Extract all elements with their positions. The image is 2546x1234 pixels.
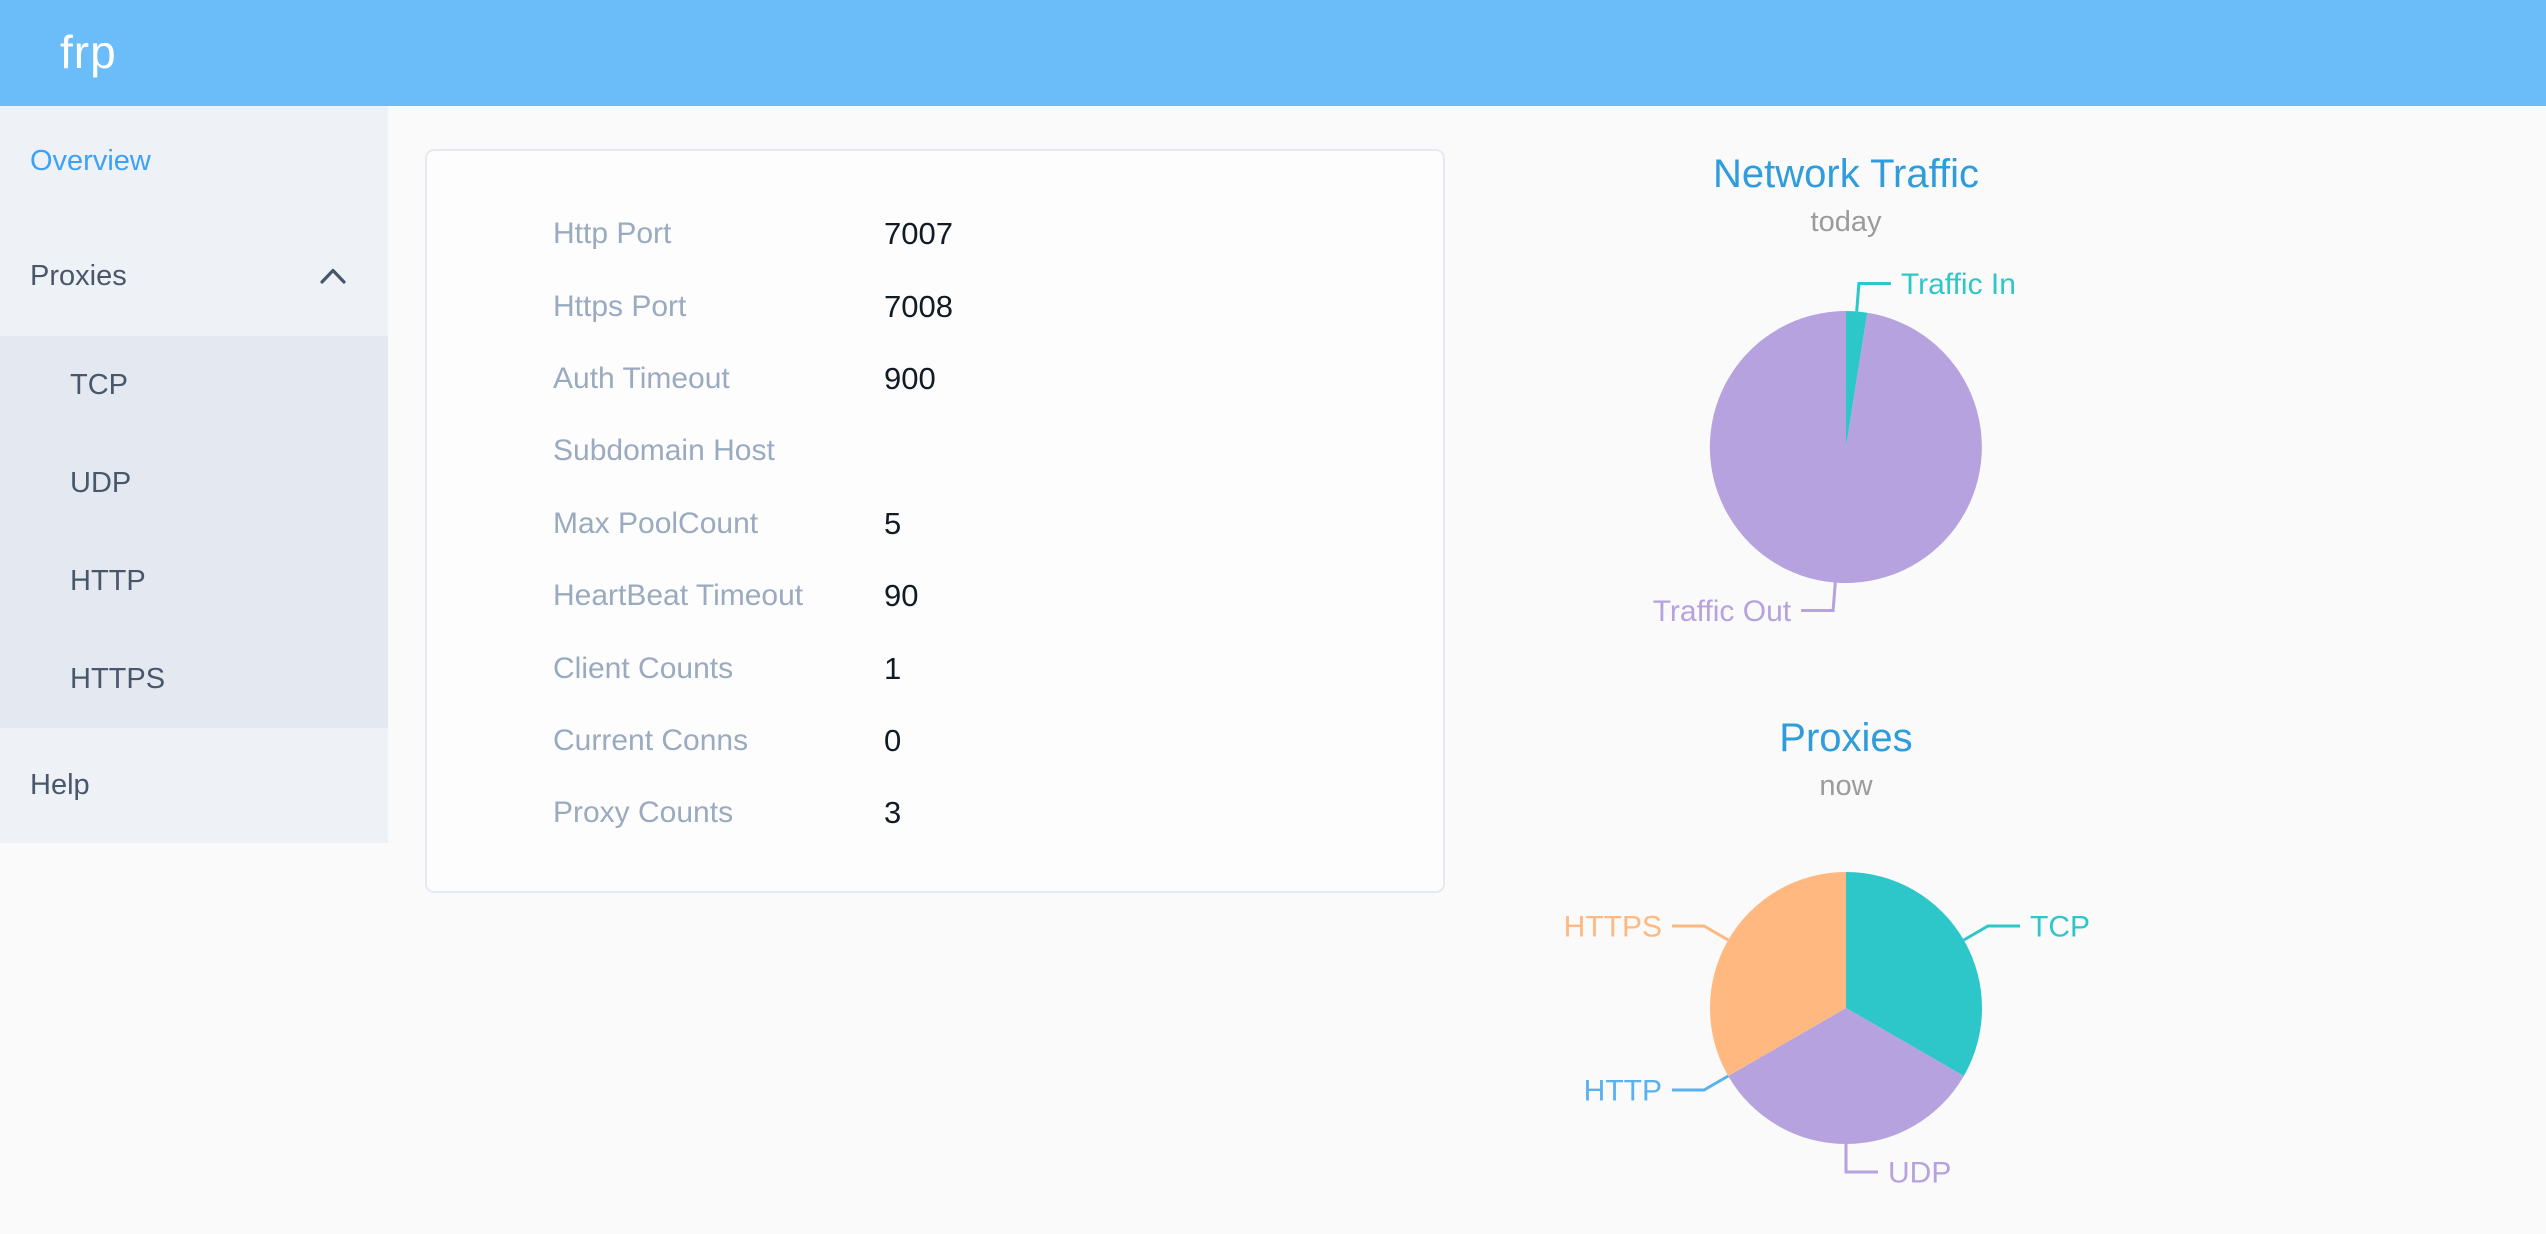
server-info-card: Http Port 7007 Https Port 7008 Auth Time… [425,149,1445,893]
info-label: Https Port [553,289,687,323]
info-value: 0 [884,722,902,758]
proxies-submenu: TCP UDP HTTP HTTPS [0,336,388,728]
sidebar-item-label: UDP [70,466,132,499]
info-value: 7008 [884,288,953,324]
info-label: Http Port [553,217,672,251]
pie-label-line-tcp [1963,924,2020,942]
pie-slice-https[interactable] [1709,872,1846,1076]
info-value: 900 [884,360,936,396]
info-label: Auth Timeout [553,361,730,395]
info-row-max-poolcount: Max PoolCount 5 [427,488,1443,560]
info-row-auth-timeout: Auth Timeout 900 [427,343,1443,415]
pie-label-line-traffic-out [1801,582,1837,612]
info-value: 1 [884,650,902,686]
sidebar-item-http[interactable]: HTTP [0,532,388,630]
pie-slice-tcp[interactable] [1846,872,1983,1076]
pie-label-udp: UDP [1888,1157,1951,1190]
info-value: 90 [884,578,919,614]
info-label: Max PoolCount [553,506,759,540]
sidebar-item-label: TCP [70,368,128,401]
info-label: Current Conns [553,723,749,757]
network-traffic-chart: Network Traffic today Traffic In Traffic … [1446,148,2246,646]
sidebar-item-help[interactable]: Help [0,728,388,843]
chevron-up-icon [320,268,346,284]
info-row-heartbeat-timeout: HeartBeat Timeout 90 [427,560,1443,632]
sidebar-item-tcp[interactable]: TCP [0,336,388,434]
chart-title: Network Traffic [1713,152,1979,196]
sidebar-item-udp[interactable]: UDP [0,434,388,532]
app-header: frp [0,0,2546,106]
pie-label-https: HTTPS [1564,911,1662,944]
chart-subtitle: now [1819,770,1873,802]
chart-title: Proxies [1779,716,1913,760]
network-traffic-pie[interactable]: Traffic In Traffic Out [1446,244,2246,646]
sidebar-item-proxies[interactable]: Proxies [0,216,388,336]
sidebar: Overview Proxies TCP UDP HTTP HTTPS Help [0,106,388,843]
info-label: Subdomain Host [553,434,775,468]
pie-label-line-https [1672,924,1729,942]
pie-label-line-udp [1844,1144,1878,1174]
sidebar-item-label: HTTPS [70,662,166,695]
pie-slice-traffic-out[interactable] [1709,310,1982,583]
info-row-client-counts: Client Counts 1 [427,632,1443,704]
info-row-current-conns: Current Conns 0 [427,705,1443,777]
frp-logo: frp [60,25,117,78]
pie-label-http: HTTP [1584,1075,1662,1108]
pie-slice-traffic-in[interactable] [1846,311,1868,447]
info-row-proxy-counts: Proxy Counts 3 [427,777,1443,849]
pie-label-traffic-in: Traffic In [1901,268,2016,301]
info-value: 3 [884,795,902,831]
info-label: Client Counts [553,651,734,685]
pie-label-tcp: TCP [2030,911,2090,944]
proxies-pie[interactable]: TCP UDP HTTP HTTPS [1446,808,2246,1234]
proxies-chart: Proxies now TCP UDP HTTP HTTPS [1446,712,2246,1234]
sidebar-item-https[interactable]: HTTPS [0,630,388,728]
sidebar-item-label: Help [30,769,90,801]
info-row-https-port: Https Port 7008 [427,270,1443,342]
info-row-subdomain-host: Subdomain Host [427,415,1443,487]
pie-slice-udp[interactable] [1728,1008,1964,1145]
info-label: HeartBeat Timeout [553,579,804,613]
info-label: Proxy Counts [553,796,734,830]
info-value: 7007 [884,216,953,252]
sidebar-item-label: Overview [30,144,151,177]
chart-subtitle: today [1810,206,1882,238]
pie-label-traffic-out: Traffic Out [1653,595,1792,628]
info-row-http-port: Http Port 7007 [427,198,1443,270]
info-value: 5 [884,505,902,541]
sidebar-item-label: HTTP [70,564,146,597]
pie-label-line-http [1672,1074,1729,1092]
sidebar-item-label: Proxies [30,259,127,292]
pie-label-line-traffic-in [1855,282,1891,312]
sidebar-item-overview[interactable]: Overview [0,106,388,216]
